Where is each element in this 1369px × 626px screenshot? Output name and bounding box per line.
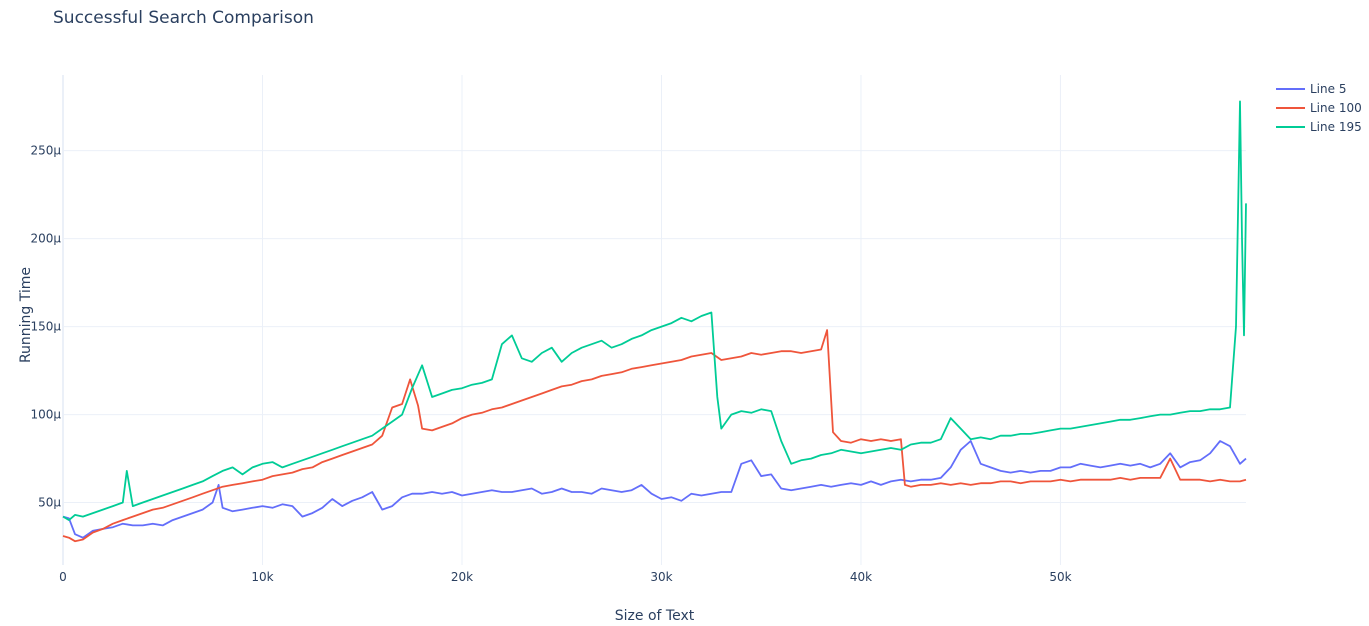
x-axis-title: Size of Text (615, 608, 695, 624)
gridlines (62, 75, 1246, 565)
y-tick-label: 150μ (30, 320, 61, 334)
series-line-3 (62, 100, 1247, 521)
legend-item[interactable]: Line 100 (1276, 101, 1362, 115)
y-tick-label: 100μ (30, 408, 61, 422)
x-tick-label: 20k (451, 570, 473, 584)
x-tick-label: 10k (251, 570, 273, 584)
legend-item[interactable]: Line 5 (1276, 82, 1346, 96)
axes: 0 10k 20k 30k 40k 50k 50μ 100μ 150μ 200μ 250μ (30, 144, 1071, 584)
legend-item[interactable]: Line 195 (1276, 120, 1362, 134)
series-line-2 (62, 329, 1247, 543)
legend: Line 5 Line 100 Line 195 (1276, 82, 1362, 134)
chart-title: Successful Search Comparison (53, 8, 314, 28)
series-lines (62, 100, 1247, 543)
y-tick-label: 200μ (30, 232, 61, 246)
x-tick-label: 0 (59, 570, 67, 584)
y-axis-title: Running Time (18, 267, 34, 363)
y-tick-label: 50μ (38, 496, 61, 510)
y-tick-label: 250μ (30, 144, 61, 158)
series-line-1 (62, 440, 1247, 539)
legend-label: Line 100 (1310, 101, 1362, 115)
legend-label: Line 195 (1310, 120, 1362, 134)
x-tick-label: 50k (1049, 570, 1071, 584)
x-tick-label: 40k (850, 570, 872, 584)
legend-label: Line 5 (1310, 82, 1346, 96)
x-tick-label: 30k (650, 570, 672, 584)
